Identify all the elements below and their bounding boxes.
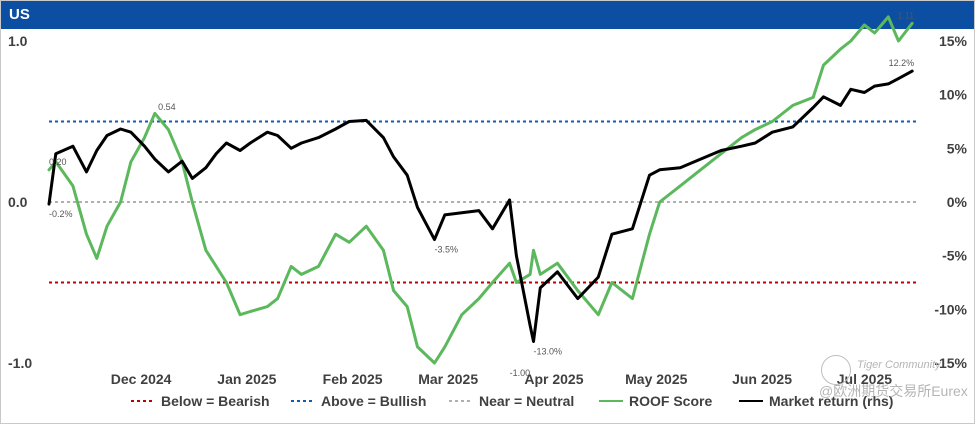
y-left-tick-label: 1.0 — [8, 33, 28, 49]
y-right-tick-label: -15% — [934, 355, 967, 371]
y-left-tick-label: 0.0 — [8, 194, 28, 210]
data-label: -1.00 — [510, 368, 531, 378]
chart-title: US — [9, 6, 30, 23]
y-right-tick-label: 10% — [939, 87, 968, 103]
x-tick-label: Jan 2025 — [217, 371, 276, 387]
data-label: -13.0% — [533, 347, 562, 357]
x-tick-label: Dec 2024 — [111, 371, 172, 387]
y-right-tick-label: 15% — [939, 33, 968, 49]
series-line-roof-score — [47, 15, 914, 365]
legend-label: Near = Neutral — [479, 393, 574, 409]
x-tick-label: Apr 2025 — [524, 371, 583, 387]
series-line-market-return-rhs — [47, 69, 914, 343]
y-right-tick-label: -10% — [934, 301, 967, 317]
data-label: -0.2% — [49, 209, 73, 219]
x-tick-label: May 2025 — [625, 371, 687, 387]
y-right-tick-label: 0% — [947, 194, 968, 210]
legend-label: ROOF Score — [629, 393, 712, 409]
x-tick-label: Jul 2025 — [837, 371, 892, 387]
data-label: 1.11 — [897, 10, 914, 20]
y-right-tick-label: 5% — [947, 140, 968, 156]
x-tick-label: Jun 2025 — [732, 371, 792, 387]
x-tick-label: Mar 2025 — [418, 371, 478, 387]
data-label: 0.20 — [49, 157, 67, 167]
legend-label: Market return (rhs) — [769, 393, 893, 409]
y-left-tick-label: -1.0 — [8, 355, 32, 371]
x-tick-label: Feb 2025 — [323, 371, 383, 387]
legend-label: Below = Bearish — [161, 393, 270, 409]
data-label: -3.5% — [435, 245, 459, 255]
data-label: 0.54 — [158, 102, 176, 112]
y-right-tick-label: -5% — [942, 248, 967, 264]
data-label: 12.2% — [889, 58, 915, 68]
legend-label: Above = Bullish — [321, 393, 426, 409]
title-bar: US — [1, 1, 974, 29]
